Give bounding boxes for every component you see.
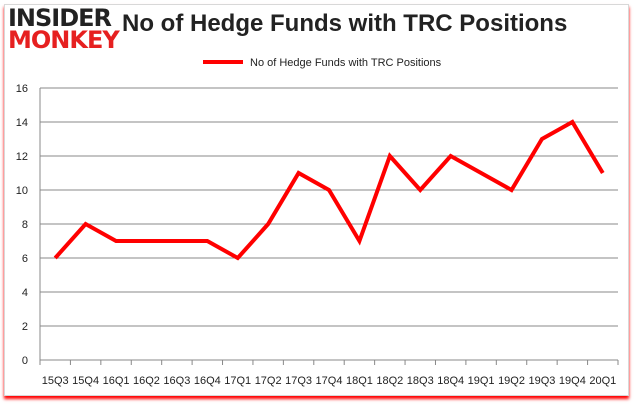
x-tick-label: 17Q2 [255,375,282,387]
y-tick-label: 16 [16,83,28,95]
y-tick-label: 2 [22,321,28,333]
x-tick-label: 17Q1 [224,375,251,387]
y-tick-label: 8 [22,219,28,231]
legend-label: No of Hedge Funds with TRC Positions [250,57,442,69]
y-tick-label: 4 [22,287,28,299]
x-tick-label: 16Q1 [103,375,130,387]
logo-monkey: MONKEY [8,26,120,54]
x-tick-label: 16Q4 [194,375,221,387]
y-tick-label: 12 [16,151,28,163]
x-tick-label: 19Q3 [528,375,555,387]
x-tick-label: 17Q3 [285,375,312,387]
x-tick-label: 18Q1 [346,375,373,387]
x-tick-label: 16Q2 [133,375,160,387]
x-tick-label: 18Q2 [376,375,403,387]
y-tick-label: 10 [16,185,28,197]
y-tick-label: 14 [16,117,28,129]
x-tick-label: 18Q4 [437,375,464,387]
x-tick-label: 15Q3 [42,375,69,387]
x-tick-label: 19Q2 [498,375,525,387]
x-tick-label: 18Q3 [407,375,434,387]
chart-title: No of Hedge Funds with TRC Positions [122,10,568,37]
y-tick-label: 0 [22,355,28,367]
x-tick-label: 16Q3 [163,375,190,387]
x-tick-label: 20Q1 [589,375,616,387]
x-tick-label: 17Q4 [316,375,343,387]
x-tick-label: 19Q4 [559,375,586,387]
logo-insider: INSIDER [8,4,112,32]
x-tick-label: 19Q1 [468,375,495,387]
chart-frame [4,4,629,396]
y-tick-label: 6 [22,253,28,265]
x-tick-label: 15Q4 [72,375,99,387]
